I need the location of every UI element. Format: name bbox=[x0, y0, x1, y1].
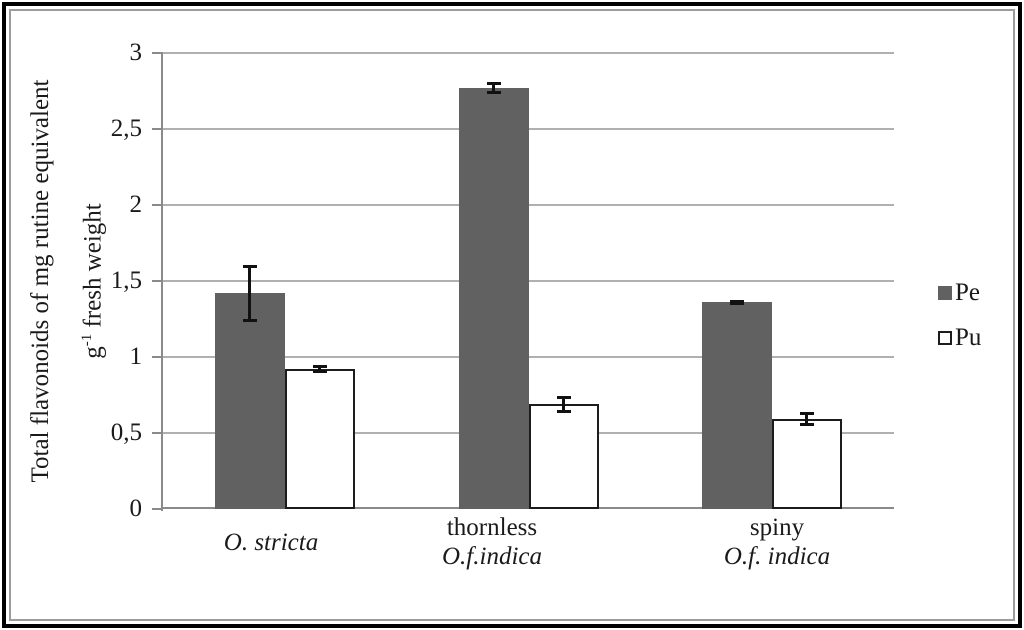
gridline bbox=[163, 356, 894, 358]
y-tick-mark bbox=[152, 128, 163, 130]
bar-pu-1 bbox=[284, 369, 355, 509]
y-tick-mark bbox=[152, 204, 163, 206]
bar-pu-2 bbox=[528, 404, 599, 509]
gridline bbox=[163, 52, 894, 54]
gridline bbox=[163, 204, 894, 206]
y-axis-title-line1: Total flavonoids of mg rutine equivalent bbox=[27, 79, 54, 483]
y-tick-mark bbox=[152, 52, 163, 54]
error-bar-cap-bottom bbox=[312, 370, 327, 374]
legend-item-pu: Pu bbox=[938, 324, 981, 351]
y-tick-label: 2,5 bbox=[110, 115, 142, 142]
error-bar-cap-top bbox=[242, 264, 257, 268]
x-category-label-3-line2: O.f. indica bbox=[723, 543, 831, 570]
y-tick-label: 1 bbox=[129, 343, 143, 370]
x-category-label-1: O. stricta bbox=[141, 512, 401, 572]
y-tick-label: 0,5 bbox=[110, 419, 142, 446]
error-bar-cap-top bbox=[486, 82, 501, 86]
x-category-label-2-line2: O.f.indica bbox=[442, 543, 542, 570]
y-axis-line bbox=[161, 53, 163, 511]
error-bar-cap-top bbox=[312, 365, 327, 369]
x-category-label-2: thornless O.f.indica bbox=[362, 512, 622, 572]
legend-label-pe: Pe bbox=[955, 279, 980, 306]
x-category-label-3-line1: spiny bbox=[749, 514, 805, 541]
gridline bbox=[163, 128, 894, 130]
error-bar-cap-top bbox=[730, 299, 745, 303]
error-bar-line bbox=[805, 413, 809, 426]
error-bar-cap-bottom bbox=[730, 301, 745, 305]
error-bar-line bbox=[561, 396, 565, 412]
error-bar-cap-top bbox=[800, 412, 815, 416]
error-bar-line bbox=[491, 83, 495, 93]
y-tick-label: 2 bbox=[129, 191, 143, 218]
y-tick-mark bbox=[152, 432, 163, 434]
y-tick-mark bbox=[152, 356, 163, 358]
legend-swatch-pe-icon bbox=[938, 285, 952, 300]
bar-pe-1 bbox=[214, 293, 285, 509]
error-bar-cap-bottom bbox=[242, 318, 257, 322]
error-bar-cap-top bbox=[556, 395, 571, 399]
y-tick-label: 1,5 bbox=[110, 267, 142, 294]
legend-item-pe: Pe bbox=[938, 279, 981, 306]
legend-label-pu: Pu bbox=[955, 324, 982, 351]
bar-pe-3 bbox=[702, 302, 773, 509]
x-category-label-1-line1: O. stricta bbox=[223, 528, 319, 556]
bar-pu-3 bbox=[772, 419, 843, 509]
gridline bbox=[163, 280, 894, 282]
x-category-label-3: spiny O.f. indica bbox=[647, 512, 907, 572]
x-category-label-2-line1: thornless bbox=[446, 514, 538, 541]
legend-swatch-pu-icon bbox=[938, 330, 952, 345]
error-bar-cap-bottom bbox=[486, 90, 501, 94]
error-bar-cap-bottom bbox=[556, 409, 571, 413]
y-tick-mark bbox=[152, 280, 163, 282]
legend: Pe Pu bbox=[938, 279, 981, 369]
error-bar-cap-bottom bbox=[800, 423, 815, 427]
y-tick-mark bbox=[152, 508, 163, 510]
error-bar-line bbox=[317, 366, 321, 373]
plot-area bbox=[161, 52, 894, 511]
y-tick-label: 0 bbox=[129, 495, 143, 522]
error-bar-line bbox=[247, 265, 251, 321]
bar-pe-2 bbox=[458, 87, 529, 509]
y-tick-label: 3 bbox=[129, 39, 143, 66]
